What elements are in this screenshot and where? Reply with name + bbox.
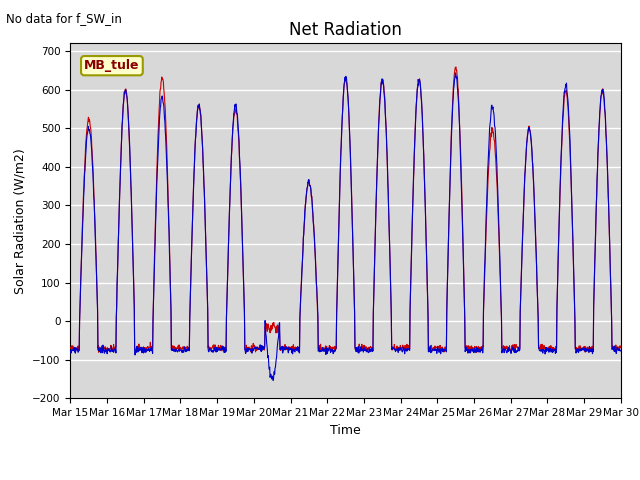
X-axis label: Time: Time	[330, 424, 361, 437]
Text: MB_tule: MB_tule	[84, 59, 140, 72]
Y-axis label: Solar Radiation (W/m2): Solar Radiation (W/m2)	[13, 148, 27, 294]
Legend: RNet_tule, RNet_wat: RNet_tule, RNet_wat	[233, 476, 458, 480]
Title: Net Radiation: Net Radiation	[289, 21, 402, 39]
Text: No data for f_SW_in: No data for f_SW_in	[6, 12, 122, 25]
